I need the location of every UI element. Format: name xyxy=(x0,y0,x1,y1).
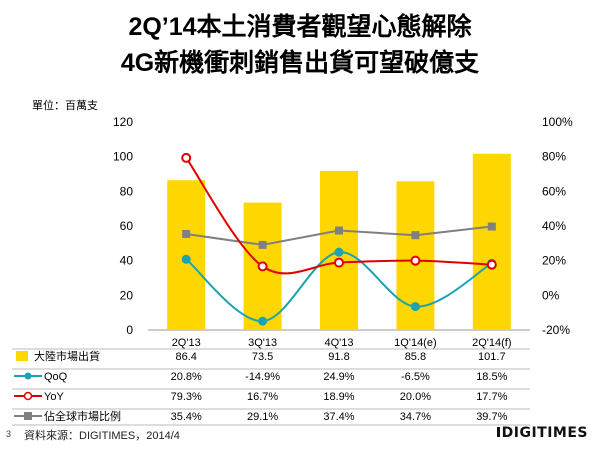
category-label: 2Q'14(f) xyxy=(472,337,511,349)
right-tick-label: 20% xyxy=(542,254,566,268)
left-tick-label: 100 xyxy=(113,150,133,164)
legend-label: QoQ xyxy=(44,371,68,383)
marker-square xyxy=(411,231,420,240)
series-line-yoy xyxy=(185,157,492,275)
legend-label: YoY xyxy=(44,391,64,403)
page-number: 3 xyxy=(6,429,12,439)
legend-marker-circle-open xyxy=(23,391,33,401)
table-cell: 39.7% xyxy=(476,411,507,423)
right-tick-label: 100% xyxy=(542,115,573,129)
marker-circle-open xyxy=(410,255,421,266)
table-cell: 79.3% xyxy=(171,391,202,403)
legend-swatch-bar xyxy=(16,351,28,361)
right-tick-label: 40% xyxy=(542,219,566,233)
table-cell: 101.7 xyxy=(478,351,506,363)
table-cell: 20.0% xyxy=(400,391,431,403)
marker-circle-open xyxy=(334,257,344,268)
source-note: 資料來源：DIGITIMES，2014/4 xyxy=(24,430,180,442)
left-tick-label: 20 xyxy=(120,288,134,302)
marker-square xyxy=(335,226,343,235)
right-tick-label: 0% xyxy=(542,288,560,302)
table-cell: -14.9% xyxy=(245,371,280,383)
category-label: 1Q'14(e) xyxy=(394,337,436,349)
table-cell: 85.8 xyxy=(405,351,426,363)
left-tick-label: 40 xyxy=(120,254,134,268)
chart-title-line1: 2Q’14本土消費者觀望心態解除 xyxy=(128,13,472,41)
table-cell: 37.4% xyxy=(323,411,354,423)
category-label: 4Q'13 xyxy=(324,337,353,349)
chart-title-line2: 4G新機衝刺銷售出貨可望破億支 xyxy=(120,49,480,77)
digitimes-logo: DIGITIMES xyxy=(496,425,588,441)
category-label: 3Q'13 xyxy=(248,337,277,349)
left-tick-label: 0 xyxy=(126,323,133,337)
marker-circle xyxy=(410,302,420,312)
marker-circle xyxy=(334,247,344,257)
table-cell: 34.7% xyxy=(400,411,431,423)
table-cell: 35.4% xyxy=(171,411,202,423)
table-cell: 24.9% xyxy=(323,371,354,383)
table-cell: 29.1% xyxy=(247,411,278,423)
right-tick-label: -20% xyxy=(542,323,570,337)
left-tick-label: 120 xyxy=(113,115,133,129)
logo-mark-icon xyxy=(496,427,500,437)
table-cell: 91.8 xyxy=(328,351,349,363)
marker-circle-open xyxy=(257,261,268,272)
legend-label: 佔全球市場比例 xyxy=(44,409,121,423)
category-label: 2Q'13 xyxy=(172,337,201,349)
marker-circle-open xyxy=(181,152,192,163)
table-cell: -6.5% xyxy=(401,371,430,383)
marker-circle xyxy=(181,254,191,264)
table-cell: 73.5 xyxy=(252,351,273,363)
legend-label: 大陸市場出貨 xyxy=(34,349,100,363)
left-tick-label: 60 xyxy=(120,219,134,233)
legend-marker-circle xyxy=(24,372,32,380)
legend-marker-square xyxy=(24,412,32,420)
table-cell: 17.7% xyxy=(476,391,507,403)
table-cell: 20.8% xyxy=(171,371,202,383)
marker-circle xyxy=(258,316,268,326)
marker-circle-open xyxy=(486,259,497,270)
right-tick-label: 80% xyxy=(542,150,566,164)
table-cell: 18.9% xyxy=(323,391,354,403)
table-cell: 18.5% xyxy=(476,371,507,383)
unit-label: 單位：百萬支 xyxy=(32,100,98,112)
marker-square xyxy=(487,222,496,231)
logo-text: DIGITIMES xyxy=(501,425,588,441)
marker-square xyxy=(182,229,191,238)
bar xyxy=(472,153,511,330)
table-cell: 16.7% xyxy=(247,391,278,403)
left-tick-label: 80 xyxy=(120,184,134,198)
marker-square xyxy=(258,240,267,249)
right-tick-label: 60% xyxy=(542,184,566,198)
table-cell: 86.4 xyxy=(175,351,196,363)
